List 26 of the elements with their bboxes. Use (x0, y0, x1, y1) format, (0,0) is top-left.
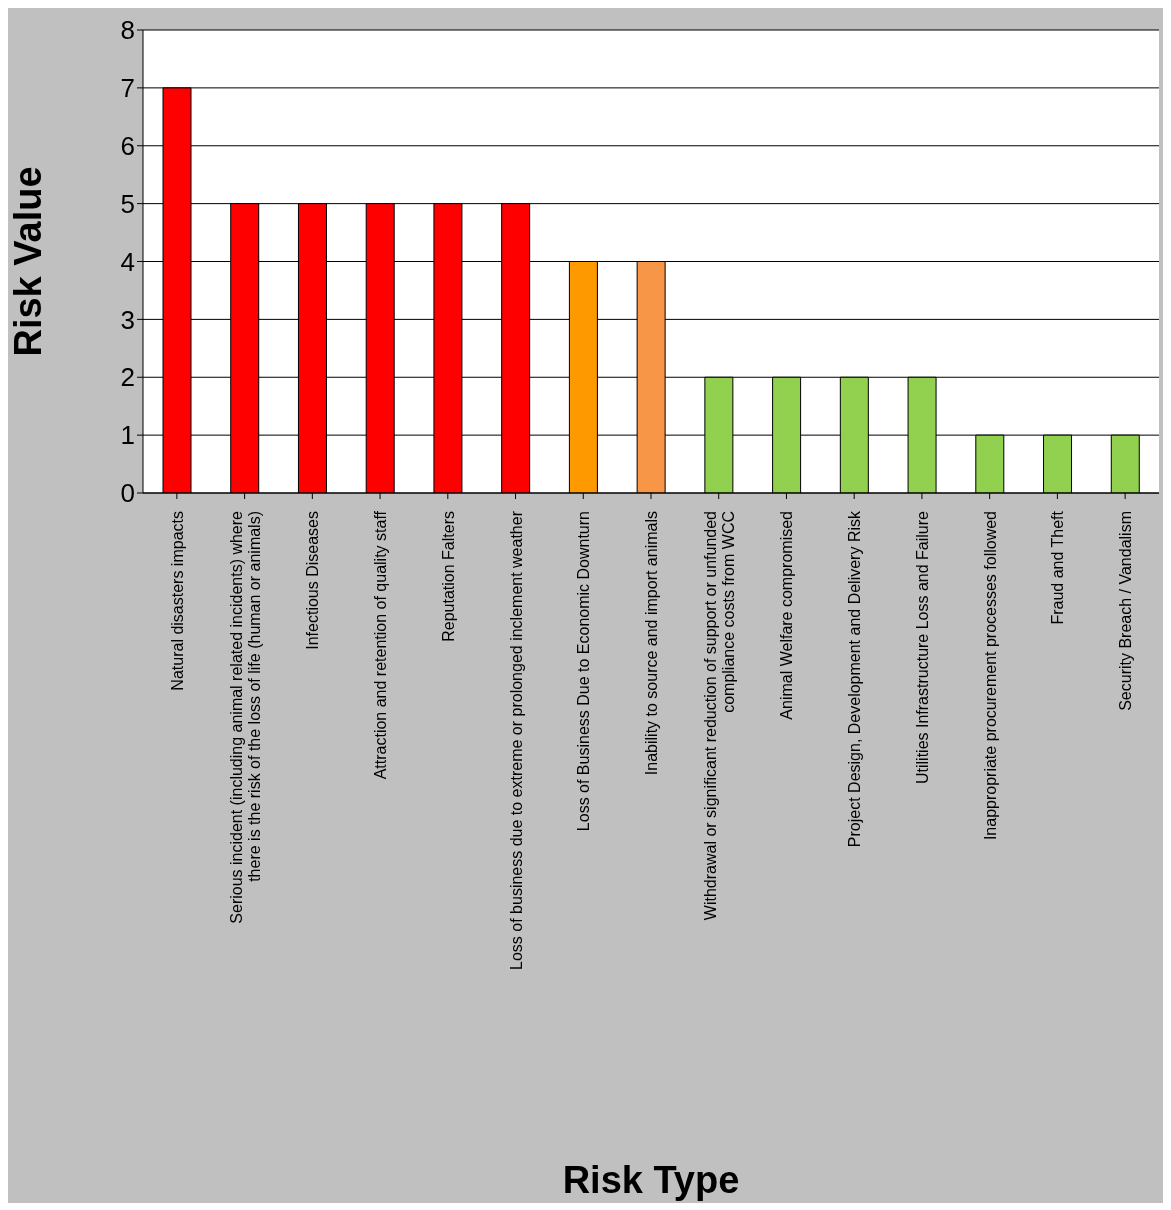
y-tick-label: 8 (120, 15, 135, 46)
x-tick-label: Fraud and Theft (1049, 510, 1067, 625)
x-tick-label: Withdrawal or significant reduction of support or unfunded compliance costs from WCC (701, 511, 737, 921)
x-tick-label: Loss of business due to extreme or prolonged inclement weather (507, 510, 525, 970)
y-tick-label: 0 (120, 478, 135, 509)
x-tick-label: Infectious Diseases (304, 511, 322, 650)
x-tick-label: Loss of Business Due to Economic Downturn (575, 511, 593, 832)
x-tick-label: Serious incident (including animal related incidents) where there is the risk of the loss of life (human or animals) (227, 510, 263, 924)
x-axis-title: Risk Type (562, 1159, 740, 1201)
y-axis-title: Risk Value (7, 166, 50, 357)
x-tick-label: Natural disasters impacts (168, 511, 186, 691)
y-tick-label: 5 (120, 188, 135, 219)
x-tick-label: Utilities Infrastructure Loss and Failure (913, 510, 931, 784)
x-tick-label: Inability to source and import animals (643, 511, 660, 776)
x-tick-label: Project Design, Development and Delivery Risk (846, 510, 864, 848)
x-tick-label: Inappropriate procurement processes followed (981, 511, 999, 841)
y-tick-label: 7 (120, 73, 135, 104)
x-tick-label: Attraction and retention of quality staff (372, 510, 390, 780)
x-tick-label: Animal Welfare compromised (778, 511, 796, 720)
y-tick-label: 6 (120, 130, 135, 161)
y-tick-label: 1 (120, 420, 135, 451)
y-tick-label: 3 (120, 304, 135, 335)
y-tick-label: 4 (120, 246, 135, 277)
x-tick-label: Security Breach / Vandalism (1117, 511, 1135, 711)
x-tick-label: Reputation Falters (439, 511, 457, 642)
y-tick-label: 2 (120, 362, 135, 393)
